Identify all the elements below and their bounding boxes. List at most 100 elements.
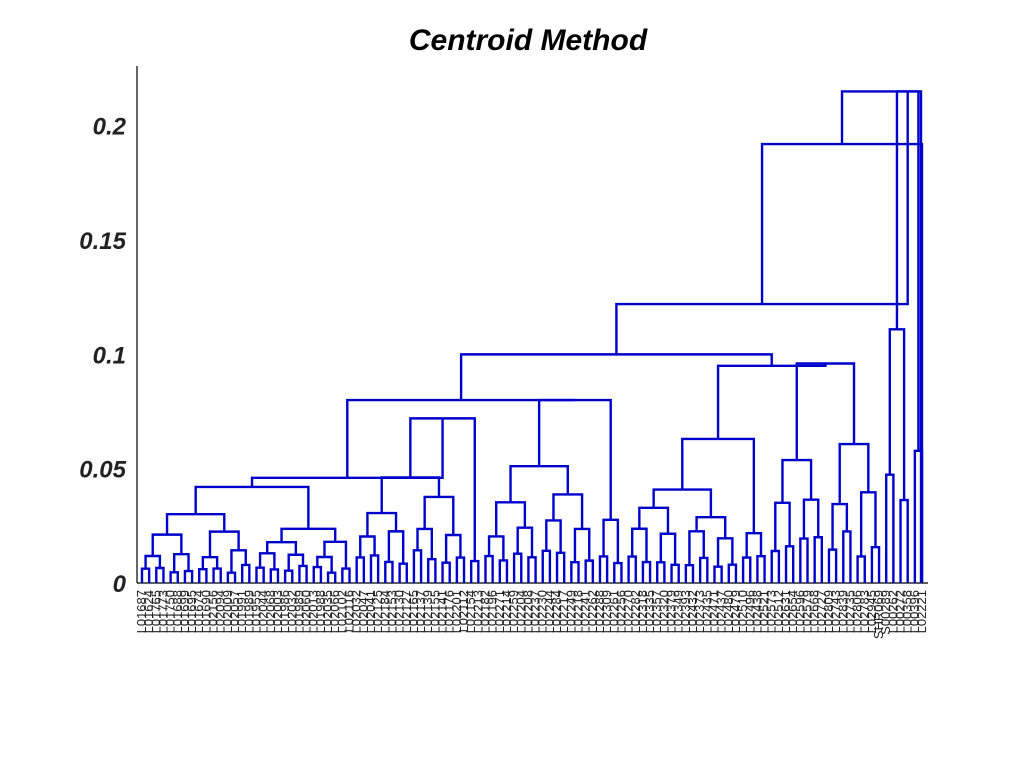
dendrogram-link bbox=[140, 567, 151, 583]
dendrogram-link bbox=[369, 554, 380, 583]
leaf-label: L02230 bbox=[535, 590, 550, 633]
leaf-label: L02809 bbox=[821, 590, 836, 633]
leaf-label: L02438 bbox=[749, 590, 764, 633]
dendrogram-link bbox=[498, 559, 509, 583]
leaf-label: L01695 bbox=[184, 590, 199, 633]
dendrogram-link bbox=[355, 556, 366, 583]
leaf-label: L02156 bbox=[206, 590, 221, 633]
leaf-label: L02393 bbox=[678, 590, 693, 633]
leaf-label: L02041 bbox=[363, 590, 378, 633]
leaf-label: L02184 bbox=[377, 590, 392, 633]
leaf-label: L02335 bbox=[642, 590, 657, 633]
dendrogram-link bbox=[656, 561, 666, 583]
dendrogram-link bbox=[380, 476, 441, 514]
dendrogram-link bbox=[208, 530, 240, 558]
dendrogram-link bbox=[323, 540, 348, 569]
chart-title: Centroid Method bbox=[409, 24, 648, 57]
dendrogram-link bbox=[856, 555, 866, 583]
leaf-label: L01687 bbox=[134, 590, 149, 633]
leaf-label: L02261 bbox=[606, 590, 621, 633]
dendrogram-link bbox=[827, 548, 838, 583]
leaf-label: L02783 bbox=[857, 590, 872, 633]
y-tick-label: 0.2 bbox=[93, 114, 127, 141]
leaf-label: L02349 bbox=[671, 590, 686, 633]
dendrogram-link bbox=[326, 571, 337, 583]
dendrogram-link bbox=[781, 458, 813, 503]
dendrogram-link bbox=[283, 569, 294, 583]
leaf-label: S00289 bbox=[878, 590, 893, 635]
dendrogram-link bbox=[169, 571, 179, 583]
dendrogram-link bbox=[684, 563, 695, 583]
dendrogram-link bbox=[527, 556, 537, 583]
leaf-label: L02057 bbox=[227, 590, 242, 633]
leaf-label: L02654 bbox=[785, 590, 800, 633]
leaf-label: L02130 bbox=[392, 590, 407, 633]
leaf-label: L02153 bbox=[384, 590, 399, 633]
dendrogram-link bbox=[346, 398, 575, 478]
dendrogram-link bbox=[688, 530, 705, 566]
leaf-label: L02044 bbox=[256, 590, 271, 633]
leaf-label: L02437 bbox=[714, 590, 729, 633]
leaf-label: L02496 bbox=[742, 590, 757, 633]
dendrogram-link bbox=[312, 565, 323, 583]
leaf-label: SHR069 bbox=[871, 590, 886, 639]
dendrogram-link bbox=[615, 91, 909, 355]
dendrogram-link bbox=[570, 561, 580, 583]
leaf-label: L01765 bbox=[148, 590, 163, 633]
leaf-label: L02139 bbox=[420, 590, 435, 633]
leaf-label: L02204 bbox=[513, 590, 528, 633]
leaf-label: L02735 bbox=[842, 590, 857, 633]
leaf-label: L02727 bbox=[814, 590, 829, 633]
leaf-label: L02032 bbox=[284, 590, 299, 633]
leaf-label: L02201 bbox=[449, 590, 464, 633]
y-ticks: 0 0.05 0.1 0.15 0.2 bbox=[79, 114, 126, 598]
leaf-label: L00358 bbox=[900, 590, 915, 633]
dendrogram-link bbox=[412, 549, 423, 583]
leaf-label: L02945 bbox=[864, 590, 879, 633]
dendrogram-link bbox=[366, 511, 398, 537]
dendrogram-link bbox=[756, 555, 766, 583]
dendrogram-link bbox=[512, 552, 523, 583]
dendrogram-link bbox=[416, 527, 434, 560]
dendrogram-link bbox=[459, 353, 773, 401]
leaf-label: L02155 bbox=[427, 590, 442, 633]
leaf-label: L02318 bbox=[635, 590, 650, 633]
leaf-label: L01988 bbox=[313, 590, 328, 633]
leaf-label: L02839 bbox=[835, 590, 850, 633]
leaf-label: L02176 bbox=[442, 590, 457, 633]
leaf-label: L02435 bbox=[699, 590, 714, 633]
leaf-label: L01955 bbox=[248, 590, 263, 633]
leaf-label: L01699 bbox=[177, 590, 192, 633]
dendrogram-link bbox=[484, 554, 494, 583]
leaf-label: L02060 bbox=[299, 590, 314, 633]
leaf-label: L02141 bbox=[435, 590, 450, 633]
dendrogram-link bbox=[598, 555, 609, 583]
leaf-labels: L01687L01624L01765L01773L01750L01688L016… bbox=[134, 590, 929, 639]
dendrogram-link bbox=[627, 555, 637, 583]
dendrogram-link bbox=[269, 568, 280, 583]
dendrogram-link bbox=[226, 571, 237, 583]
dendrogram-link bbox=[681, 437, 756, 534]
dendrogram-link bbox=[240, 563, 251, 583]
leaf-label: L02379 bbox=[664, 590, 679, 633]
dendrogram-link bbox=[384, 560, 394, 583]
dendrogram-link bbox=[423, 495, 455, 535]
leaf-label: L02009 bbox=[220, 590, 235, 633]
leaf-label: L02270 bbox=[621, 590, 636, 633]
leaf-label: L02127 bbox=[399, 590, 414, 633]
dendrogram-link bbox=[713, 565, 723, 583]
leaf-label: L02271 bbox=[492, 590, 507, 633]
dendrogram-link bbox=[537, 398, 612, 520]
leaf-label: L02237 bbox=[528, 590, 543, 633]
dendrogram-link bbox=[555, 551, 566, 583]
leaf-label: L01688 bbox=[170, 590, 185, 633]
leaf-label: L02668 bbox=[807, 590, 822, 633]
dendrogram-link bbox=[741, 556, 752, 583]
dendrogram-link bbox=[659, 532, 677, 565]
dendrogram-link bbox=[840, 90, 923, 583]
leaf-label: L02154 bbox=[463, 590, 478, 633]
dendrogram-link bbox=[541, 549, 552, 583]
dendrogram-link bbox=[287, 553, 305, 571]
dendrogram-link bbox=[151, 533, 183, 557]
leaf-label: L02116 bbox=[342, 590, 357, 632]
